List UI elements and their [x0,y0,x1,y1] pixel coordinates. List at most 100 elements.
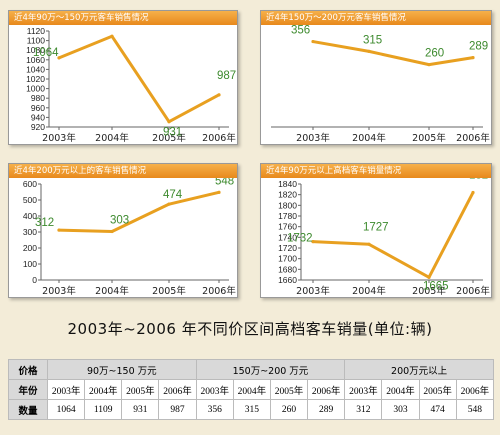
data-label: 260 [425,48,444,60]
y-tick-label: 1720 [278,243,297,253]
data-point [167,120,171,124]
chart-panel-200-plus: 近4年200万元以上的客车销售情况 0 100 200 300 400 500 600 200… [8,163,238,298]
table-row: 年份 2003年 2004年 2005年 2006年 2003年 2004年 2… [8,379,495,400]
qty-cell: 303 [381,399,420,420]
qty-cell: 260 [269,399,309,420]
data-label: 1732 [287,233,313,245]
x-tick-label: 2003年 [296,132,330,144]
line-chart: 1660168017001720174017601780180018201840… [278,178,491,297]
y-tick-label: 300 [23,227,37,237]
data-label: 303 [110,215,129,227]
x-tick-label: 2003年 [42,285,76,297]
y-tick-label: 1800 [278,200,297,210]
y-tick-label: 1760 [278,222,297,232]
sales-table: 价格 90万~150 万元 150万~200 万元 200万元以上 年份 200… [8,359,495,420]
data-point [311,39,315,44]
data-label: 1727 [363,221,389,233]
group-header: 150万~200 万元 [195,359,346,380]
table-row: 价格 90万~150 万元 150万~200 万元 200万元以上 [8,359,494,380]
y-tick-label: 1040 [26,64,45,74]
group-header: 90万~150 万元 [47,359,197,380]
y-tick-label: 1700 [278,254,297,264]
x-tick-label: 2005年 [412,285,446,297]
year-cell: 2004年 [84,379,123,400]
x-tick-label: 2003年 [296,285,330,297]
y-tick-label: 1000 [26,84,45,94]
qty-header: 数量 [8,399,48,420]
x-tick-label: 2006年 [456,285,490,297]
y-tick-label: 1780 [278,211,297,221]
line-chart: 0 100 200 300 400 500 600 2003年 2004年 2005年 2006年 3… [23,178,237,297]
year-cell: 2005年 [418,379,457,400]
price-header: 价格 [8,359,48,380]
data-point [167,202,171,206]
year-cell: 2006年 [455,379,495,400]
data-label: 312 [35,217,54,229]
x-tick-label: 2004年 [352,132,386,144]
data-point [110,34,114,38]
year-cell: 2004年 [381,379,420,400]
y-tick-label: 1660 [278,275,297,285]
chart-title: 近4年150万～200万元客车销售情况 [261,11,491,25]
y-tick-label: 100 [23,259,37,269]
year-header: 年份 [8,379,48,400]
series-line [311,40,475,67]
table-title: 2003年~2006 年不同价区间高档客车销量(单位:辆) [67,320,433,338]
data-label: 1824 [469,178,491,182]
y-tick-label: 1120 [27,26,46,36]
line-chart: 9209409609801000102010401060108011001120… [26,25,236,144]
x-tick-label: 2005年 [412,132,446,144]
x-tick-label: 2006年 [202,285,236,297]
qty-cell: 312 [344,399,383,420]
qty-cell: 548 [455,399,495,420]
x-tick-label: 2004年 [352,285,386,297]
x-tick-label: 2005年 [152,285,186,297]
x-tick-label: 2003年 [42,132,76,144]
series-line [57,34,221,124]
chart-title: 近4年90万元以上高档客车销量情况 [261,164,491,178]
series-line [311,191,475,279]
data-point [311,240,315,244]
data-point [110,229,114,234]
data-label: 474 [163,189,183,201]
data-point [367,242,371,246]
data-point [57,228,61,232]
data-label: 289 [469,41,488,53]
data-label: 987 [217,70,236,82]
qty-cell: 356 [195,399,234,420]
data-point [367,49,371,53]
data-point [427,63,431,67]
y-tick-label: 940 [31,112,45,122]
group-header: 200万元以上 [344,359,494,380]
data-point [471,190,475,195]
y-tick-label: 0 [32,275,37,285]
y-tick-label: 1820 [278,190,297,200]
data-point [471,56,475,60]
chart-panel-90-150: 近4年90万～150万元客车销售情况 920 940 960 980 1000 1020 1… [8,10,238,145]
x-tick-label: 2006年 [456,132,490,144]
y-tick-label: 600 [23,179,37,189]
year-cell: 2006年 [307,379,346,400]
data-point [217,190,221,194]
year-cell: 2005年 [121,379,160,400]
y-tick-label: 980 [31,93,45,103]
y-tick-label: 920 [31,122,45,132]
data-point [427,275,431,279]
y-tick-label: 1020 [26,74,45,84]
chart-title: 近4年90万～150万元客车销售情况 [9,11,237,25]
y-tick-label: 1080 [26,45,45,55]
year-cell: 2003年 [344,379,383,400]
qty-cell: 289 [307,399,346,420]
data-label: 315 [363,34,382,46]
x-tick-label: 2006年 [202,132,236,144]
data-label: 548 [215,178,234,187]
data-label: 1665 [423,280,449,292]
y-tick-label: 500 [23,195,37,205]
y-tick-label: 960 [31,103,45,113]
year-cell: 2006年 [158,379,197,400]
x-tick-label: 2004年 [95,285,129,297]
data-point [217,93,221,97]
qty-cell: 474 [418,399,457,420]
year-cell: 2003年 [46,379,86,400]
year-cell: 2004年 [232,379,271,400]
